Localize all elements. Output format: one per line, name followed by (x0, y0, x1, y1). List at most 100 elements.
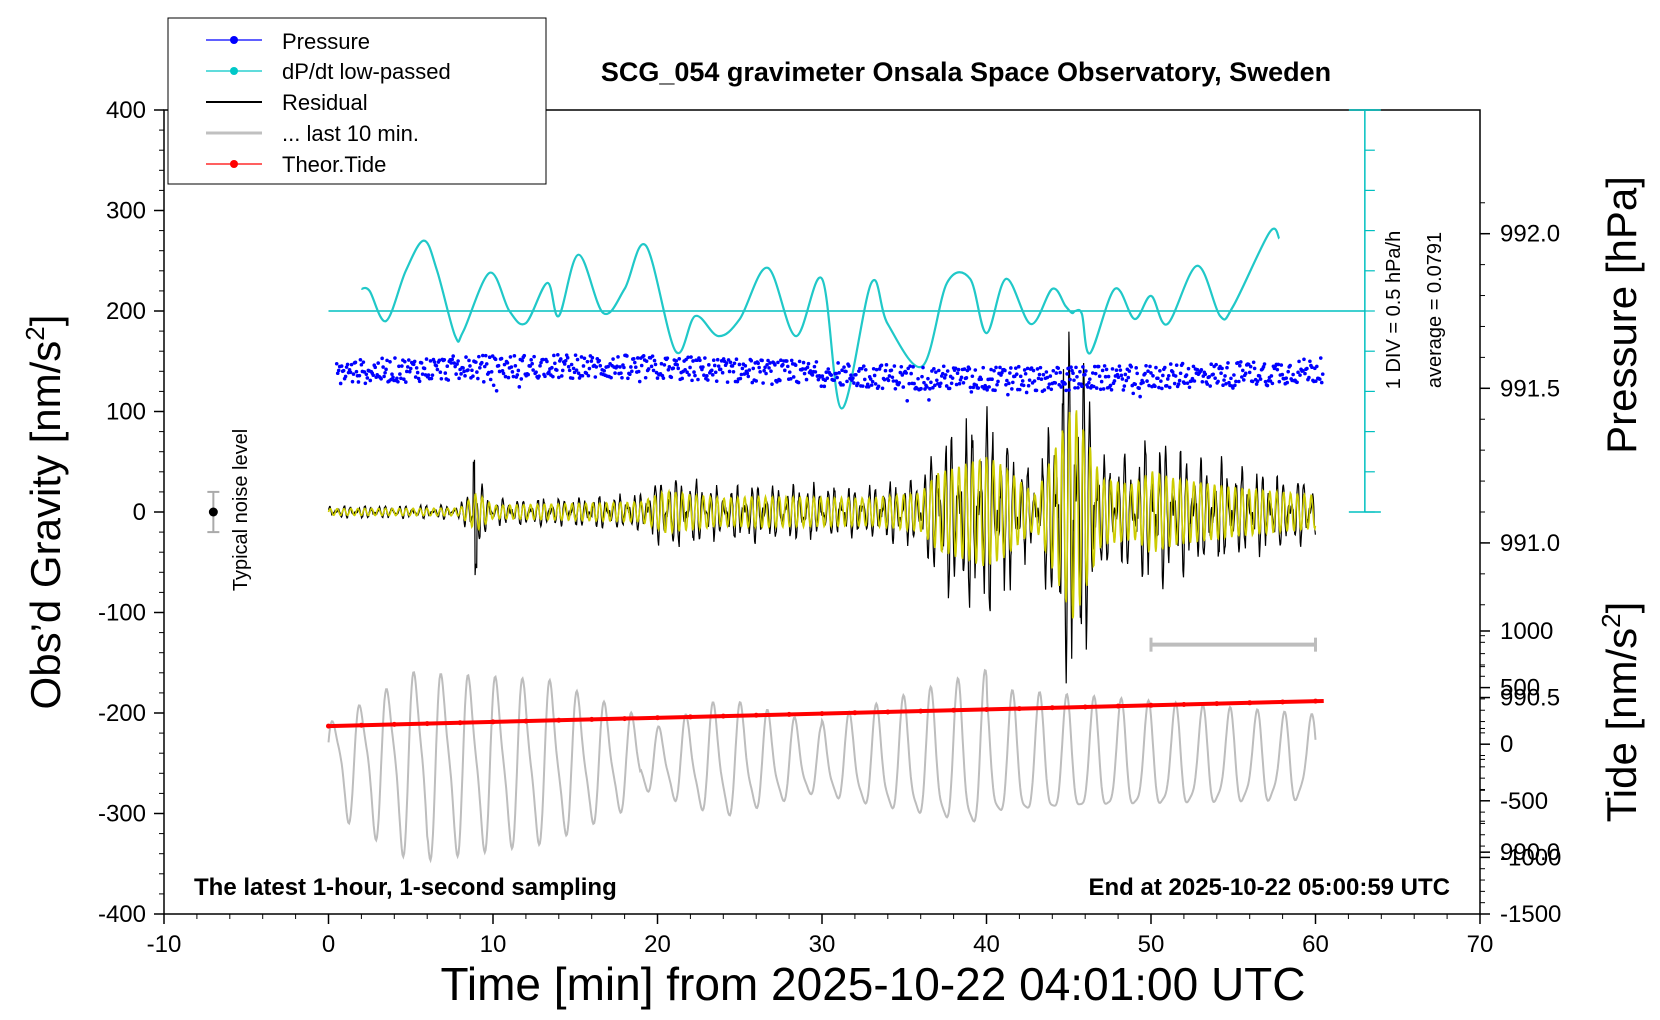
pressure-point (1056, 366, 1061, 370)
pressure-point (837, 371, 841, 375)
pressure-point (1029, 366, 1034, 370)
pressure-point (1149, 371, 1153, 375)
pressure-point (1090, 371, 1095, 375)
theor-tide-point (1049, 705, 1055, 711)
pressure-point (847, 364, 851, 368)
pressure-point (929, 380, 933, 385)
pressure-point (413, 375, 418, 379)
pressure-point (957, 381, 962, 386)
pressure-point (666, 368, 671, 372)
pressure-point (739, 372, 744, 377)
pressure-point (439, 376, 444, 381)
pressure-point (767, 366, 771, 370)
pressure-point (829, 373, 834, 377)
pressure-point (756, 361, 760, 366)
pressure-point (558, 357, 563, 361)
pressure-point (519, 377, 524, 381)
pressure-point (981, 365, 986, 370)
pressure-point (797, 359, 802, 364)
pressure-point (840, 368, 844, 372)
theor-tide-point (326, 723, 331, 729)
pressure-point (1240, 368, 1245, 373)
pressure-point (676, 366, 681, 371)
pressure-point (883, 368, 888, 373)
pressure-point (745, 371, 750, 376)
pressure-point (1114, 368, 1119, 373)
pressure-point (908, 364, 912, 368)
pressure-point (587, 366, 592, 371)
pressure-point (508, 355, 513, 359)
pressure-point (1068, 377, 1072, 382)
pressure-point (442, 357, 447, 362)
pressure-point (872, 373, 877, 378)
pressure-point (994, 365, 998, 370)
pressure-point (1081, 365, 1085, 369)
pressure-point (836, 361, 840, 365)
pressure-point (769, 369, 773, 373)
pressure-point (1045, 375, 1050, 380)
pressure-point (555, 368, 559, 372)
pressure-point (1134, 366, 1138, 370)
pressure-point (633, 365, 638, 370)
pressure-point (882, 377, 887, 382)
pressure-point (1200, 379, 1205, 384)
pressure-point (816, 377, 821, 382)
pressure-point (844, 369, 848, 374)
pressure-point (641, 354, 646, 358)
pressure-point (783, 368, 787, 373)
pressure-point (365, 376, 370, 380)
pressure-point (1209, 362, 1214, 367)
theor-tide-point (1082, 704, 1088, 710)
pressure-point (1135, 371, 1139, 376)
pressure-point (1258, 377, 1263, 381)
pressure-point (1219, 371, 1223, 375)
pressure-point (907, 381, 911, 386)
pressure-point (541, 357, 545, 362)
pressure-point (1025, 366, 1030, 371)
pressure-point (974, 383, 979, 387)
pressure-point (597, 358, 602, 363)
pressure-point (359, 362, 364, 367)
series-dpdt-low-passed (361, 227, 1281, 410)
pressure-point (724, 361, 729, 365)
pressure-point (1211, 372, 1215, 377)
x-tick-label: 60 (1302, 931, 1329, 958)
pressure-point (887, 374, 892, 378)
pressure-point (1277, 379, 1282, 384)
theor-tide-point (786, 711, 792, 717)
pressure-point (1048, 374, 1053, 378)
pressure-point (1058, 370, 1062, 375)
pressure-point (785, 364, 790, 369)
pressure-point (947, 386, 952, 391)
y-tick-label: 400 (106, 97, 146, 124)
pressure-point (1064, 388, 1068, 393)
tide-tick-label: -1500 (1500, 901, 1561, 928)
pressure-point (602, 368, 607, 373)
pressure-point (854, 372, 858, 377)
pressure-point (949, 381, 954, 386)
pressure-point (502, 362, 507, 367)
tide-tick-label: 1000 (1500, 618, 1553, 645)
pressure-tick-label: 990.5 (1500, 685, 1560, 712)
pressure-point (801, 360, 806, 365)
pressure-point (609, 375, 613, 380)
pressure-point (860, 366, 864, 371)
pressure-point (1227, 380, 1231, 385)
pressure-point (901, 385, 906, 389)
pressure-point (487, 355, 492, 360)
pressure-point (1233, 383, 1237, 388)
pressure-point (886, 378, 891, 383)
pressure-point (402, 377, 406, 382)
pressure-point (1038, 365, 1043, 370)
pressure-point (945, 369, 950, 373)
pressure-point (1163, 365, 1167, 370)
pressure-point (897, 380, 902, 385)
pressure-point (730, 364, 735, 368)
pressure-point (935, 378, 939, 383)
pressure-point (1004, 382, 1008, 387)
tide-tick-label: 500 (1500, 675, 1540, 702)
pressure-point (961, 380, 966, 385)
pressure-point (1234, 379, 1238, 384)
pressure-point (424, 357, 429, 361)
pressure-point (889, 368, 894, 373)
